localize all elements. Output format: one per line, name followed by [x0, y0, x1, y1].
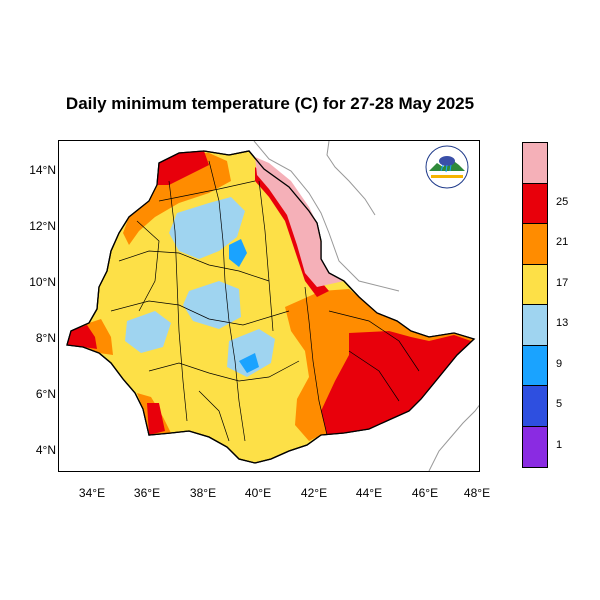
- ethiopia-outline: [66, 150, 476, 464]
- map-title: Daily minimum temperature (C) for 27-28 …: [65, 94, 475, 113]
- y-tick-label: 10°N: [29, 275, 56, 289]
- x-tick-label: 46°E: [411, 486, 439, 500]
- admin-boundaries: [110, 160, 420, 442]
- x-tick-label: 44°E: [355, 486, 383, 500]
- legend-color-swatch: [523, 345, 547, 386]
- y-tick-label: 14°N: [29, 163, 56, 177]
- legend-color-swatch: [523, 426, 547, 467]
- map-area: [58, 140, 480, 472]
- y-tick-label: 12°N: [29, 219, 56, 233]
- legend-label: 17: [556, 276, 569, 289]
- legend-label: 21: [556, 236, 569, 249]
- x-tick-label: 48°E: [463, 486, 491, 500]
- x-tick-label: 38°E: [189, 486, 217, 500]
- x-tick-label: 40°E: [244, 486, 272, 500]
- y-tick-label: 6°N: [35, 387, 56, 401]
- ethiopian-meteorology-institute-logo-icon: [425, 145, 469, 189]
- x-tick-label: 34°E: [78, 486, 106, 500]
- legend-label: 9: [556, 357, 563, 370]
- legend-color-swatch: [523, 143, 547, 184]
- neighbour-borders: [253, 141, 479, 471]
- zone-5-9: [229, 239, 259, 373]
- legend-label: 13: [556, 317, 569, 330]
- legend-color-swatch: [523, 224, 547, 265]
- legend-color-swatch: [523, 183, 547, 224]
- legend-label: 25: [556, 195, 569, 208]
- legend-color-swatch: [523, 305, 547, 346]
- legend-color-swatch: [523, 264, 547, 305]
- x-tick-label: 36°E: [133, 486, 161, 500]
- legend-label: 5: [556, 398, 563, 411]
- zone-above-25: [255, 157, 344, 287]
- legend-label: 1: [556, 438, 563, 451]
- x-tick-label: 42°E: [300, 486, 328, 500]
- zone-9-13: [125, 197, 275, 377]
- legend-color-swatch: [523, 386, 547, 427]
- color-legend: [522, 142, 548, 468]
- y-tick-label: 8°N: [35, 331, 56, 345]
- y-tick-label: 4°N: [35, 443, 56, 457]
- temperature-map: [66, 141, 479, 471]
